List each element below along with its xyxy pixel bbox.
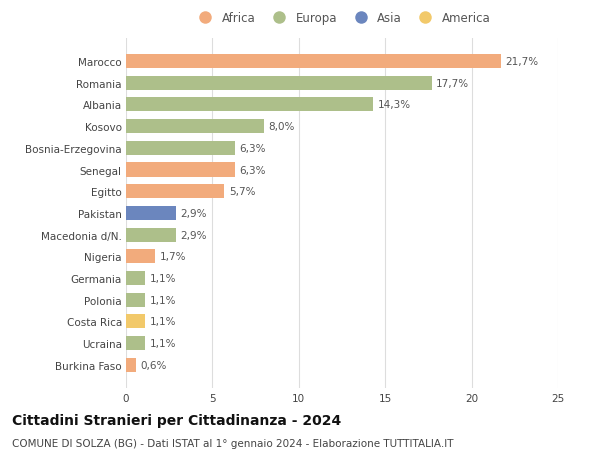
Text: COMUNE DI SOLZA (BG) - Dati ISTAT al 1° gennaio 2024 - Elaborazione TUTTITALIA.I: COMUNE DI SOLZA (BG) - Dati ISTAT al 1° … (12, 438, 454, 448)
Text: 6,3%: 6,3% (239, 144, 266, 153)
Bar (126, 358, 136, 372)
Text: 2,9%: 2,9% (181, 230, 207, 240)
Text: Cittadini Stranieri per Cittadinanza - 2024: Cittadini Stranieri per Cittadinanza - 2… (12, 413, 341, 427)
Bar (126, 185, 224, 199)
Bar (126, 207, 176, 220)
Text: 1,1%: 1,1% (149, 338, 176, 348)
Text: 0,6%: 0,6% (140, 360, 167, 370)
Text: 17,7%: 17,7% (436, 78, 469, 89)
Bar (126, 314, 145, 329)
Text: 2,9%: 2,9% (181, 208, 207, 218)
Bar (126, 250, 155, 264)
Text: 1,1%: 1,1% (149, 317, 176, 327)
Text: 14,3%: 14,3% (377, 100, 410, 110)
Bar (126, 271, 145, 285)
Bar (126, 163, 235, 177)
Bar (126, 293, 145, 307)
Bar (126, 141, 235, 156)
Bar (126, 228, 176, 242)
Bar (126, 120, 264, 134)
Text: 1,1%: 1,1% (149, 295, 176, 305)
Bar (126, 55, 501, 69)
Text: 1,7%: 1,7% (160, 252, 186, 262)
Bar (126, 77, 432, 90)
Text: 8,0%: 8,0% (269, 122, 295, 132)
Text: 6,3%: 6,3% (239, 165, 266, 175)
Text: 5,7%: 5,7% (229, 187, 256, 197)
Text: 21,7%: 21,7% (505, 57, 538, 67)
Text: 1,1%: 1,1% (149, 274, 176, 283)
Bar (126, 336, 145, 350)
Bar (126, 98, 373, 112)
Legend: Africa, Europa, Asia, America: Africa, Europa, Asia, America (191, 10, 493, 28)
